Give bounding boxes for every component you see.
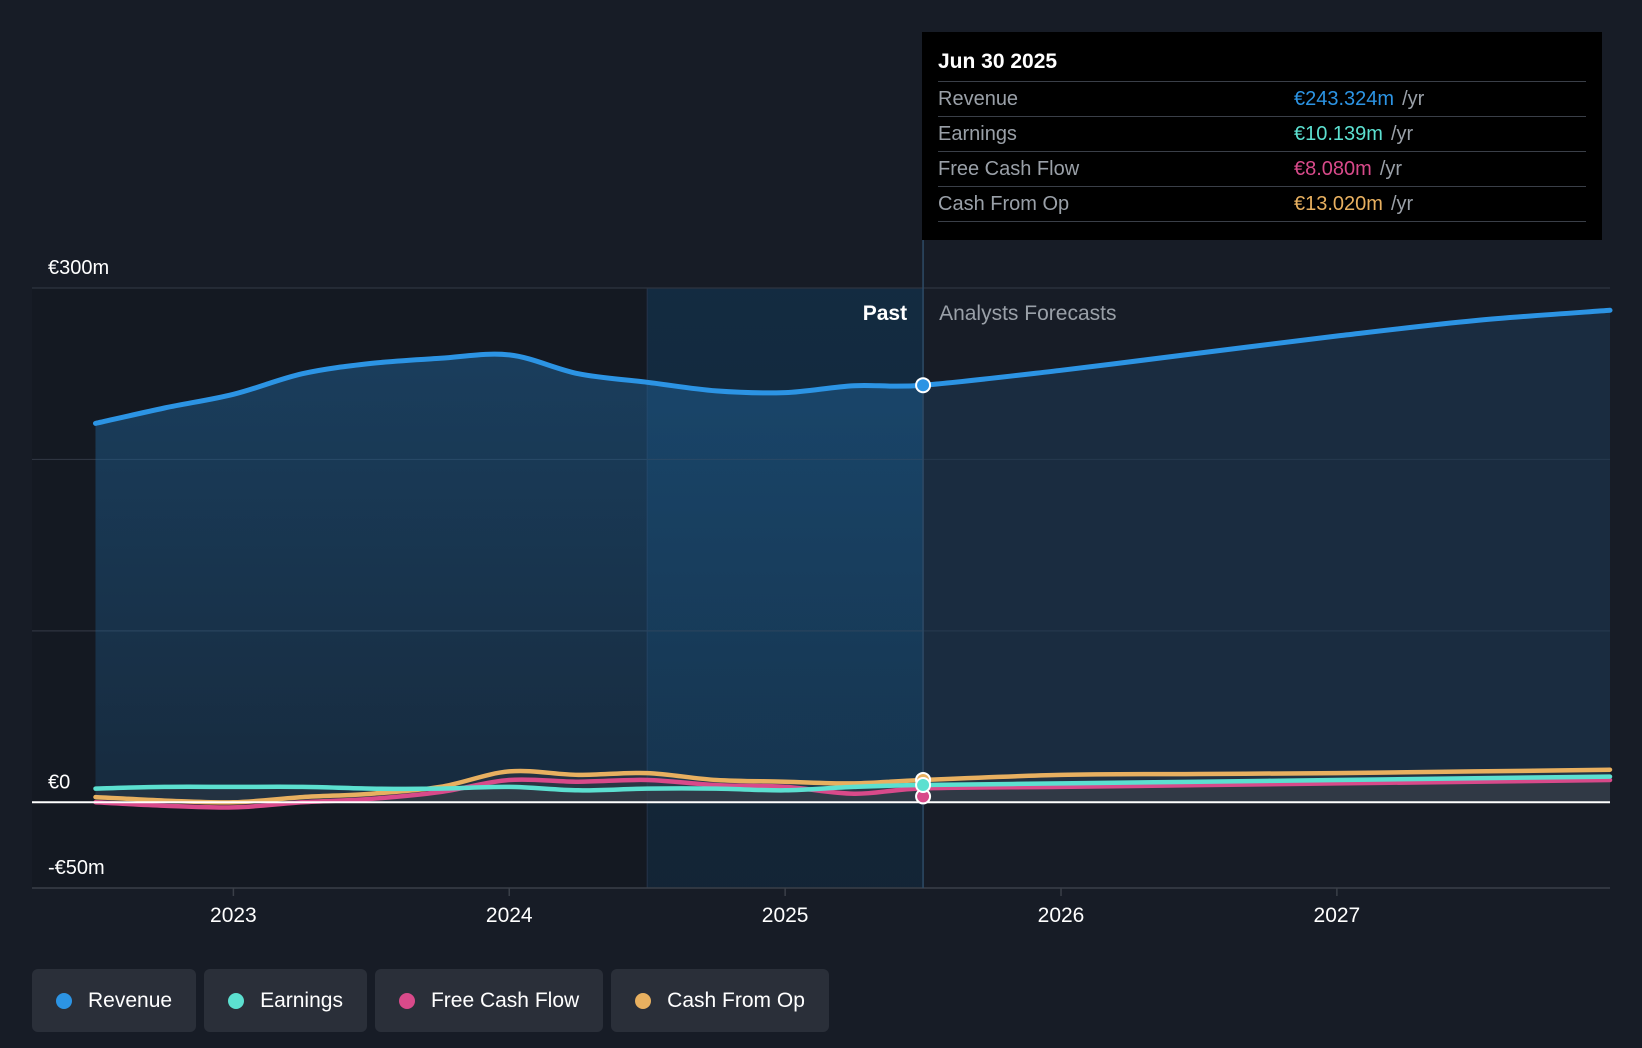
tooltip-value: €8.080m xyxy=(1294,157,1372,180)
past-label: Past xyxy=(863,302,907,325)
x-tick-label: 2023 xyxy=(210,904,257,927)
revenue-area-past xyxy=(95,354,924,803)
tooltip-unit: /yr xyxy=(1379,157,1403,180)
marker-revenue xyxy=(915,377,932,394)
forecast-label: Analysts Forecasts xyxy=(939,302,1116,325)
tooltip-unit: /yr xyxy=(1402,87,1425,110)
legend-item-revenue[interactable]: Revenue xyxy=(32,969,197,1032)
tooltip-row-free-cash-flow: Free Cash Flow €8.080m /yr xyxy=(938,151,1586,186)
legend-item-earnings[interactable]: Earnings xyxy=(204,969,367,1032)
legend-dot-icon xyxy=(398,992,415,1009)
x-tick-label: 2026 xyxy=(1038,904,1085,927)
tooltip-date: Jun 30 2025 xyxy=(938,50,1058,73)
legend-dot-icon xyxy=(56,992,72,1009)
legend-label: Earnings xyxy=(260,988,343,1012)
series-line-revenue xyxy=(93,307,1613,426)
tooltip-row-earnings: Earnings €10.139m /yr xyxy=(938,116,1586,151)
x-tick-label: 2025 xyxy=(762,904,809,927)
legend-label: Cash From Op xyxy=(667,988,805,1012)
legend-item-cash-from-op[interactable]: Cash From Op xyxy=(611,969,829,1032)
tooltip-label: Revenue xyxy=(938,87,1019,110)
x-tick-label: 2027 xyxy=(1314,904,1361,927)
tooltip: Jun 30 2025 Revenue €243.324m /yr Earnin… xyxy=(922,32,1602,240)
y-tick-label: -€50m xyxy=(48,857,105,879)
legend-item-free-cash-flow[interactable]: Free Cash Flow xyxy=(374,969,604,1032)
tooltip-value: €10.139m xyxy=(1294,122,1383,145)
revenue-area-forecast xyxy=(923,310,1610,803)
chart-area: €300m €0 -€50m 2023 2024 2025 2026 2027 Past Anal… xyxy=(32,240,1613,927)
legend: Revenue Earnings Free Cash Flow Cash Fro… xyxy=(32,969,829,1032)
legend-label: Free Cash Flow xyxy=(430,988,580,1012)
tooltip-row-cash-from-op: Cash From Op €13.020m /yr xyxy=(938,186,1586,222)
tooltip-value: €13.020m xyxy=(1294,192,1383,215)
tooltip-unit: /yr xyxy=(1390,122,1414,145)
y-tick-label: €300m xyxy=(48,257,109,279)
y-tick-label: €0 xyxy=(48,771,70,793)
tooltip-unit: /yr xyxy=(1390,192,1414,215)
tooltip-value: €243.324m xyxy=(1294,87,1395,110)
tooltip-label: Cash From Op xyxy=(938,192,1070,215)
series-line-earnings xyxy=(93,774,1613,793)
legend-dot-icon xyxy=(635,992,652,1009)
tooltip-row-revenue: Revenue €243.324m /yr xyxy=(938,81,1586,116)
legend-dot-icon xyxy=(228,992,245,1009)
tooltip-label: Earnings xyxy=(938,122,1017,145)
series-line-cash-from-op xyxy=(93,767,1613,805)
x-tick-label: 2024 xyxy=(486,904,533,927)
marker-earnings xyxy=(915,776,932,793)
legend-label: Revenue xyxy=(88,988,173,1012)
tooltip-label: Free Cash Flow xyxy=(938,157,1080,180)
